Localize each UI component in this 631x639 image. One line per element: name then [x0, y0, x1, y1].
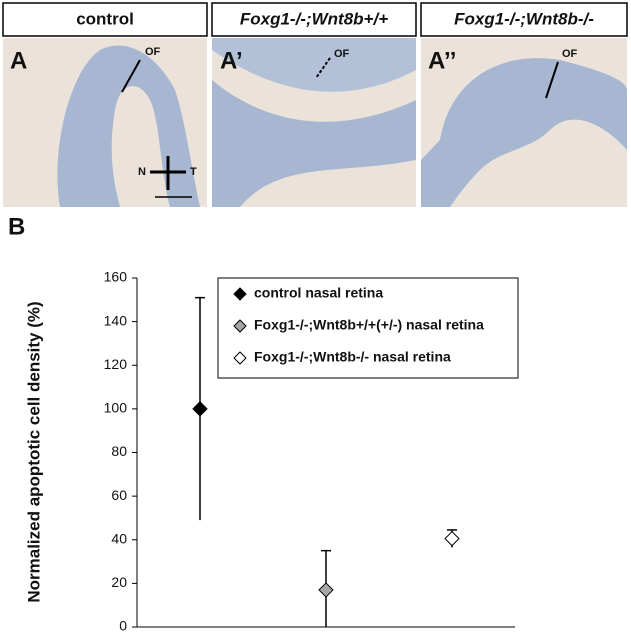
tissue: [421, 58, 627, 207]
tissue: [212, 38, 416, 92]
panel-header: control: [76, 9, 134, 28]
legend-marker: [233, 287, 247, 301]
tissue: [212, 80, 416, 207]
arrow: [545, 61, 559, 99]
y-tick-label: 20: [111, 574, 127, 590]
y-tick-label: 80: [111, 443, 127, 459]
y-tick-label: 160: [104, 269, 128, 285]
legend-marker: [233, 319, 247, 333]
arrow: [315, 57, 331, 79]
y-tick-label: 0: [119, 618, 127, 634]
data-point: [318, 582, 334, 598]
panel-label: A’: [220, 47, 243, 74]
legend-label: Foxg1-/-;Wnt8b-/- nasal retina: [254, 349, 451, 365]
micrographs: [3, 38, 627, 207]
arrow: [121, 59, 141, 93]
annotation: T: [190, 166, 197, 178]
panel-label: B: [8, 213, 25, 240]
header-box: [420, 2, 628, 37]
legend-marker: [233, 351, 247, 365]
header-box: [2, 2, 208, 37]
tissue: [57, 45, 200, 207]
panel-header: Foxg1-/-;Wnt8b-/-: [454, 9, 594, 28]
data-point: [192, 401, 208, 417]
y-tick-label: 60: [111, 487, 127, 503]
annotation: OF: [145, 46, 161, 58]
legend-label: control nasal retina: [254, 285, 383, 301]
y-tick-label: 100: [104, 400, 128, 416]
annotation: N: [138, 166, 146, 178]
data-point: [444, 530, 460, 547]
arrows: [121, 57, 559, 198]
y-tick-label: 120: [104, 356, 128, 372]
y-tick-label: 140: [104, 312, 128, 328]
y-tick-label: 40: [111, 530, 127, 546]
panel-label: A’’: [428, 47, 456, 74]
legend-label: Foxg1-/-;Wnt8b+/+(+/-) nasal retina: [254, 317, 484, 333]
panel-header: Foxg1-/-;Wnt8b+/+: [240, 9, 388, 28]
headers: [2, 2, 628, 37]
annotation: OF: [562, 48, 578, 60]
legend: [217, 277, 519, 379]
panel-label: A: [10, 47, 27, 74]
y-axis-label: Normalized apoptotic cell density (%): [24, 301, 43, 602]
header-box: [211, 2, 417, 37]
annotation: OF: [334, 48, 350, 60]
